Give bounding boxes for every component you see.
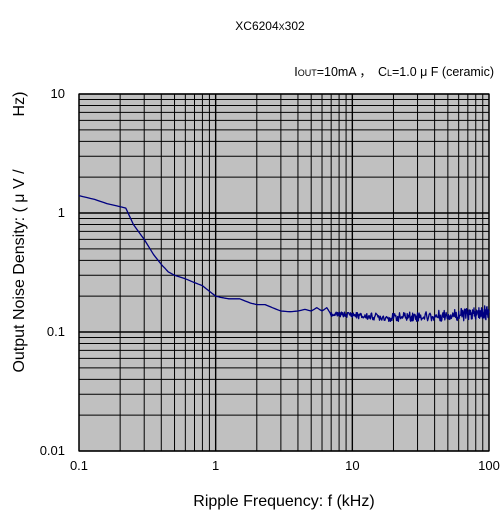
plot-border — [78, 93, 490, 452]
chart-title: XC6204X302 — [235, 19, 305, 33]
grid-lines — [78, 93, 490, 452]
x-tick-label: 10 — [345, 458, 359, 473]
x-tick-label: 100 — [478, 458, 500, 473]
series-line-0 — [78, 194, 490, 323]
y-axis-label: Output Noise Density: ( μ V / — [11, 169, 28, 373]
y-tick-label: 0.01 — [40, 443, 65, 458]
x-axis-label: Ripple Frequency: f (kHz) — [193, 493, 374, 510]
tick-labels: 0.1 1 10 100 0.01 0.1 1 10 — [40, 86, 500, 473]
test-condition: IOUT=10mA ， CL=1.0 μ F (ceramic) — [294, 65, 494, 79]
x-tick-label: 1 — [212, 458, 219, 473]
series-layer — [78, 194, 490, 323]
plot-area — [79, 94, 489, 451]
x-tick-label: 0.1 — [70, 458, 88, 473]
y-tick-label: 10 — [51, 86, 65, 101]
y-tick-label: 1 — [58, 205, 65, 220]
y-tick-label: 0.1 — [47, 324, 65, 339]
y-axis-label-unit: Hz) — [11, 92, 28, 117]
